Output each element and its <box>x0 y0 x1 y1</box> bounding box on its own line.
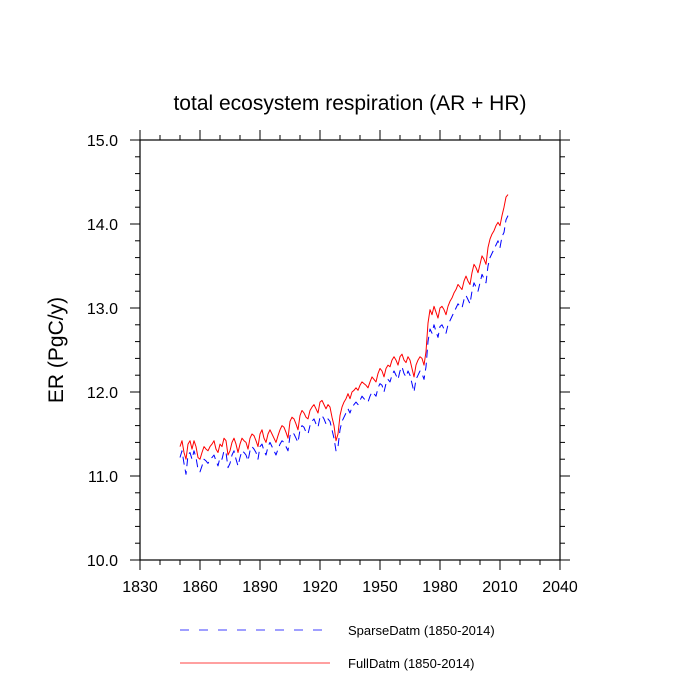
series-line-sparsedatm <box>179 215 509 475</box>
x-tick-label: 1860 <box>182 579 218 596</box>
y-tick-label: 11.0 <box>88 469 118 486</box>
y-tick-label: 15.0 <box>87 133 118 150</box>
y-axis-label: ER (PgC/y) <box>45 297 68 403</box>
y-tick-label: 13.0 <box>87 301 118 318</box>
plot-frame <box>139 139 561 561</box>
chart-title: total ecosystem respiration (AR + HR) <box>173 92 526 115</box>
y-tick-label: 14.0 <box>87 217 118 234</box>
series-lines <box>179 194 509 475</box>
legend: SparseDatm (1850-2014) FullDatm (1850-201… <box>180 623 495 671</box>
x-tick-label: 1890 <box>242 579 278 596</box>
legend-label: SparseDatm (1850-2014) <box>348 623 495 638</box>
x-tick-label: 1980 <box>422 579 458 596</box>
y-tick-label: 12.0 <box>87 385 118 402</box>
x-tick-label: 2040 <box>542 579 578 596</box>
x-tick-label: 2010 <box>482 579 518 596</box>
series-line-fulldatm <box>179 194 509 460</box>
x-tick-label: 1950 <box>362 579 398 596</box>
axis-ticks: 1830 1860 1890 1920 1950 1980 2010 2040 10.0 11.0… <box>87 130 578 596</box>
x-tick-label: 1830 <box>122 579 158 596</box>
legend-label: FullDatm (1850-2014) <box>348 656 474 671</box>
x-tick-label: 1920 <box>302 579 338 596</box>
y-tick-label: 10.0 <box>87 553 118 570</box>
